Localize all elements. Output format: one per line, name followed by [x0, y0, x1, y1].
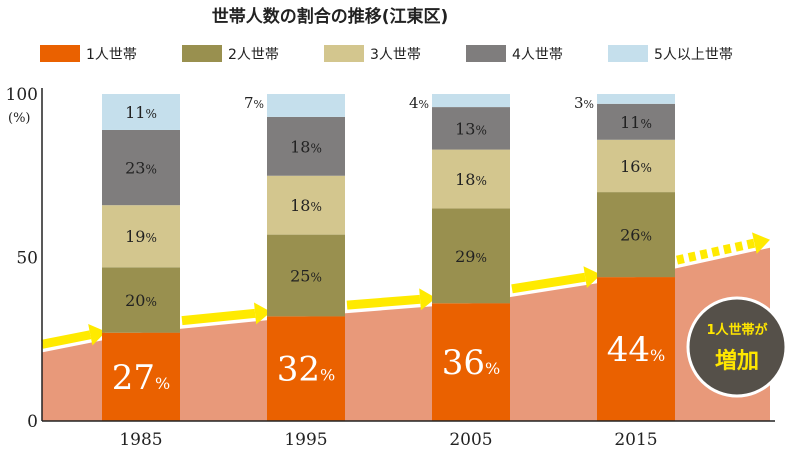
y-ticks: 0 50 100 [6, 85, 38, 432]
x-tick-1995: 1995 [284, 430, 327, 450]
bar-1985-2 [102, 267, 180, 333]
bar-2005-1 [432, 303, 510, 421]
annotation-line1: 1人世帯が [706, 322, 767, 338]
bar-2005-5 [432, 94, 510, 108]
trend-arrow-shaft-2 [181, 308, 256, 326]
bar-2005-4 [432, 107, 510, 150]
legend-label-3: 3人世帯 [370, 47, 421, 63]
bar-2015-4 [597, 103, 675, 140]
value-label-1985-3: 19% [125, 227, 157, 246]
trend-arrow-shaft-4 [511, 272, 586, 294]
trend-arrow-shaft-3 [346, 294, 421, 310]
value-label-2015-4: 11% [620, 113, 652, 132]
annotation-badge: 1人世帯が 増加 [686, 296, 788, 398]
trend-arrows [41, 232, 770, 349]
value-label-2005-4: 13% [455, 119, 487, 138]
bar-2005-3 [432, 149, 510, 209]
bar-1995-4 [267, 116, 345, 176]
x-tick-1985: 1985 [119, 430, 162, 450]
legend-label-2: 2人世帯 [228, 47, 279, 63]
y-tick-50: 50 [16, 249, 38, 269]
trend-arrow-head-4 [583, 266, 601, 289]
x-tick-2015: 2015 [614, 430, 657, 450]
y-tick-100: 100 [6, 85, 38, 105]
legend-label-4: 4人世帯 [512, 47, 563, 63]
legend-swatch-2 [182, 45, 222, 62]
bar-1985-1 [102, 332, 180, 421]
trend-arrow-shaft-5 [676, 238, 756, 265]
value-label-2005-2: 29% [455, 247, 487, 266]
value-label-2005-5: 4% [409, 94, 429, 112]
bar-1995-5 [267, 94, 345, 117]
bar-1985-3 [102, 205, 180, 268]
value-label-1985-5: 11% [125, 103, 157, 122]
legend-swatch-3 [324, 45, 364, 62]
legend-label-1: 1人世帯 [86, 47, 137, 63]
legend-swatch-5 [608, 45, 648, 62]
trend-arrow-shaft-1 [41, 330, 92, 349]
bar-2005-2 [432, 208, 510, 304]
bar-2015-1 [597, 277, 675, 421]
bar-2015-5 [597, 94, 675, 104]
x-tick-2005: 2005 [449, 430, 492, 450]
legend-swatch-4 [466, 45, 506, 62]
legend-label-5: 5人以上世帯 [654, 47, 733, 63]
bar-1985-4 [102, 129, 180, 206]
trend-arrow-head-5 [752, 232, 770, 254]
value-label-2015-2: 26% [620, 226, 652, 245]
value-label-2015-3: 16% [620, 157, 652, 176]
annotation-badge-circle [686, 296, 788, 398]
trend-arrow-head-2 [253, 302, 271, 325]
y-unit-label: (%) [8, 111, 31, 126]
bar-1995-2 [267, 234, 345, 317]
bar-2015-2 [597, 192, 675, 278]
value-label-1995-3: 18% [290, 196, 322, 215]
bar-2015-3 [597, 139, 675, 193]
value-label-2005-3: 18% [455, 170, 487, 189]
y-tick-0: 0 [27, 412, 38, 432]
bar-1995-1 [267, 316, 345, 421]
value-label-1995-5: 7% [244, 94, 264, 112]
value-label-1985-4: 23% [125, 159, 157, 178]
legend-swatch-1 [40, 45, 80, 62]
trend-area [42, 247, 770, 421]
bar-1985-5 [102, 94, 180, 130]
value-label-1995-2: 25% [290, 266, 322, 285]
trend-arrow-head-1 [88, 323, 106, 346]
value-label-1995-4: 18% [290, 137, 322, 156]
value-label-2015-5: 3% [574, 94, 594, 112]
chart-title: 世帯人数の割合の推移(江東区) [212, 6, 449, 27]
legend: 1人世帯 2人世帯 3人世帯 4人世帯 5人以上世帯 [40, 45, 733, 63]
value-label-1985-2: 20% [125, 291, 157, 310]
annotation-line2: 増加 [715, 348, 759, 374]
x-ticks: 1985 1995 2005 2015 [119, 430, 657, 450]
bar-1995-3 [267, 175, 345, 235]
trend-arrow-head-3 [419, 288, 436, 311]
bars [102, 94, 675, 421]
